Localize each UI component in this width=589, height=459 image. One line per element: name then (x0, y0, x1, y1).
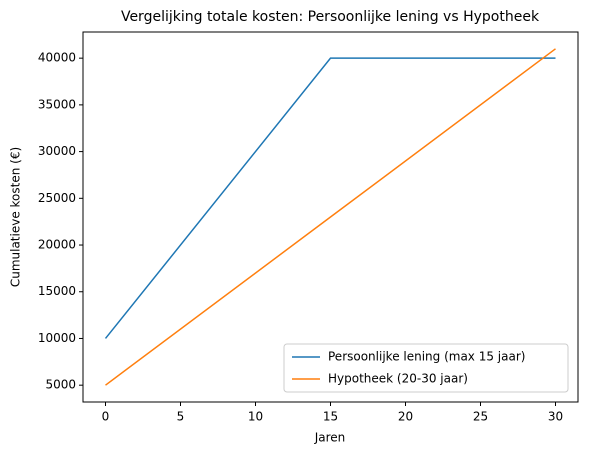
x-axis-label: Jaren (314, 431, 346, 445)
y-tick-label: 20000 (38, 238, 76, 252)
plot-frame (82, 31, 579, 403)
x-tick-label: 0 (102, 410, 110, 424)
y-tick-label: 30000 (38, 144, 76, 158)
x-tick-label: 15 (323, 410, 338, 424)
chart-title: Vergelijking totale kosten: Persoonlijke… (121, 9, 540, 25)
y-tick-label: 10000 (38, 331, 76, 345)
series-line (104, 57, 556, 339)
y-tick-label: 15000 (38, 284, 76, 298)
x-tick-label: 25 (473, 410, 488, 424)
y-axis-label: Cumulatieve kosten (€) (9, 147, 23, 287)
x-tick-label: 5 (177, 410, 185, 424)
y-tick-label: 25000 (38, 191, 76, 205)
x-tick-label: 20 (398, 410, 413, 424)
y-tick-label: 35000 (38, 97, 76, 111)
legend-label: Persoonlijke lening (max 15 jaar) (328, 350, 525, 364)
series-line (105, 48, 556, 386)
legend-box (283, 343, 569, 393)
x-tick-label: 30 (548, 410, 563, 424)
legend-label: Hypotheek (20-30 jaar) (328, 372, 468, 386)
x-tick-label: 10 (248, 410, 263, 424)
y-tick-label: 5000 (45, 378, 76, 392)
y-tick-label: 40000 (38, 51, 76, 65)
